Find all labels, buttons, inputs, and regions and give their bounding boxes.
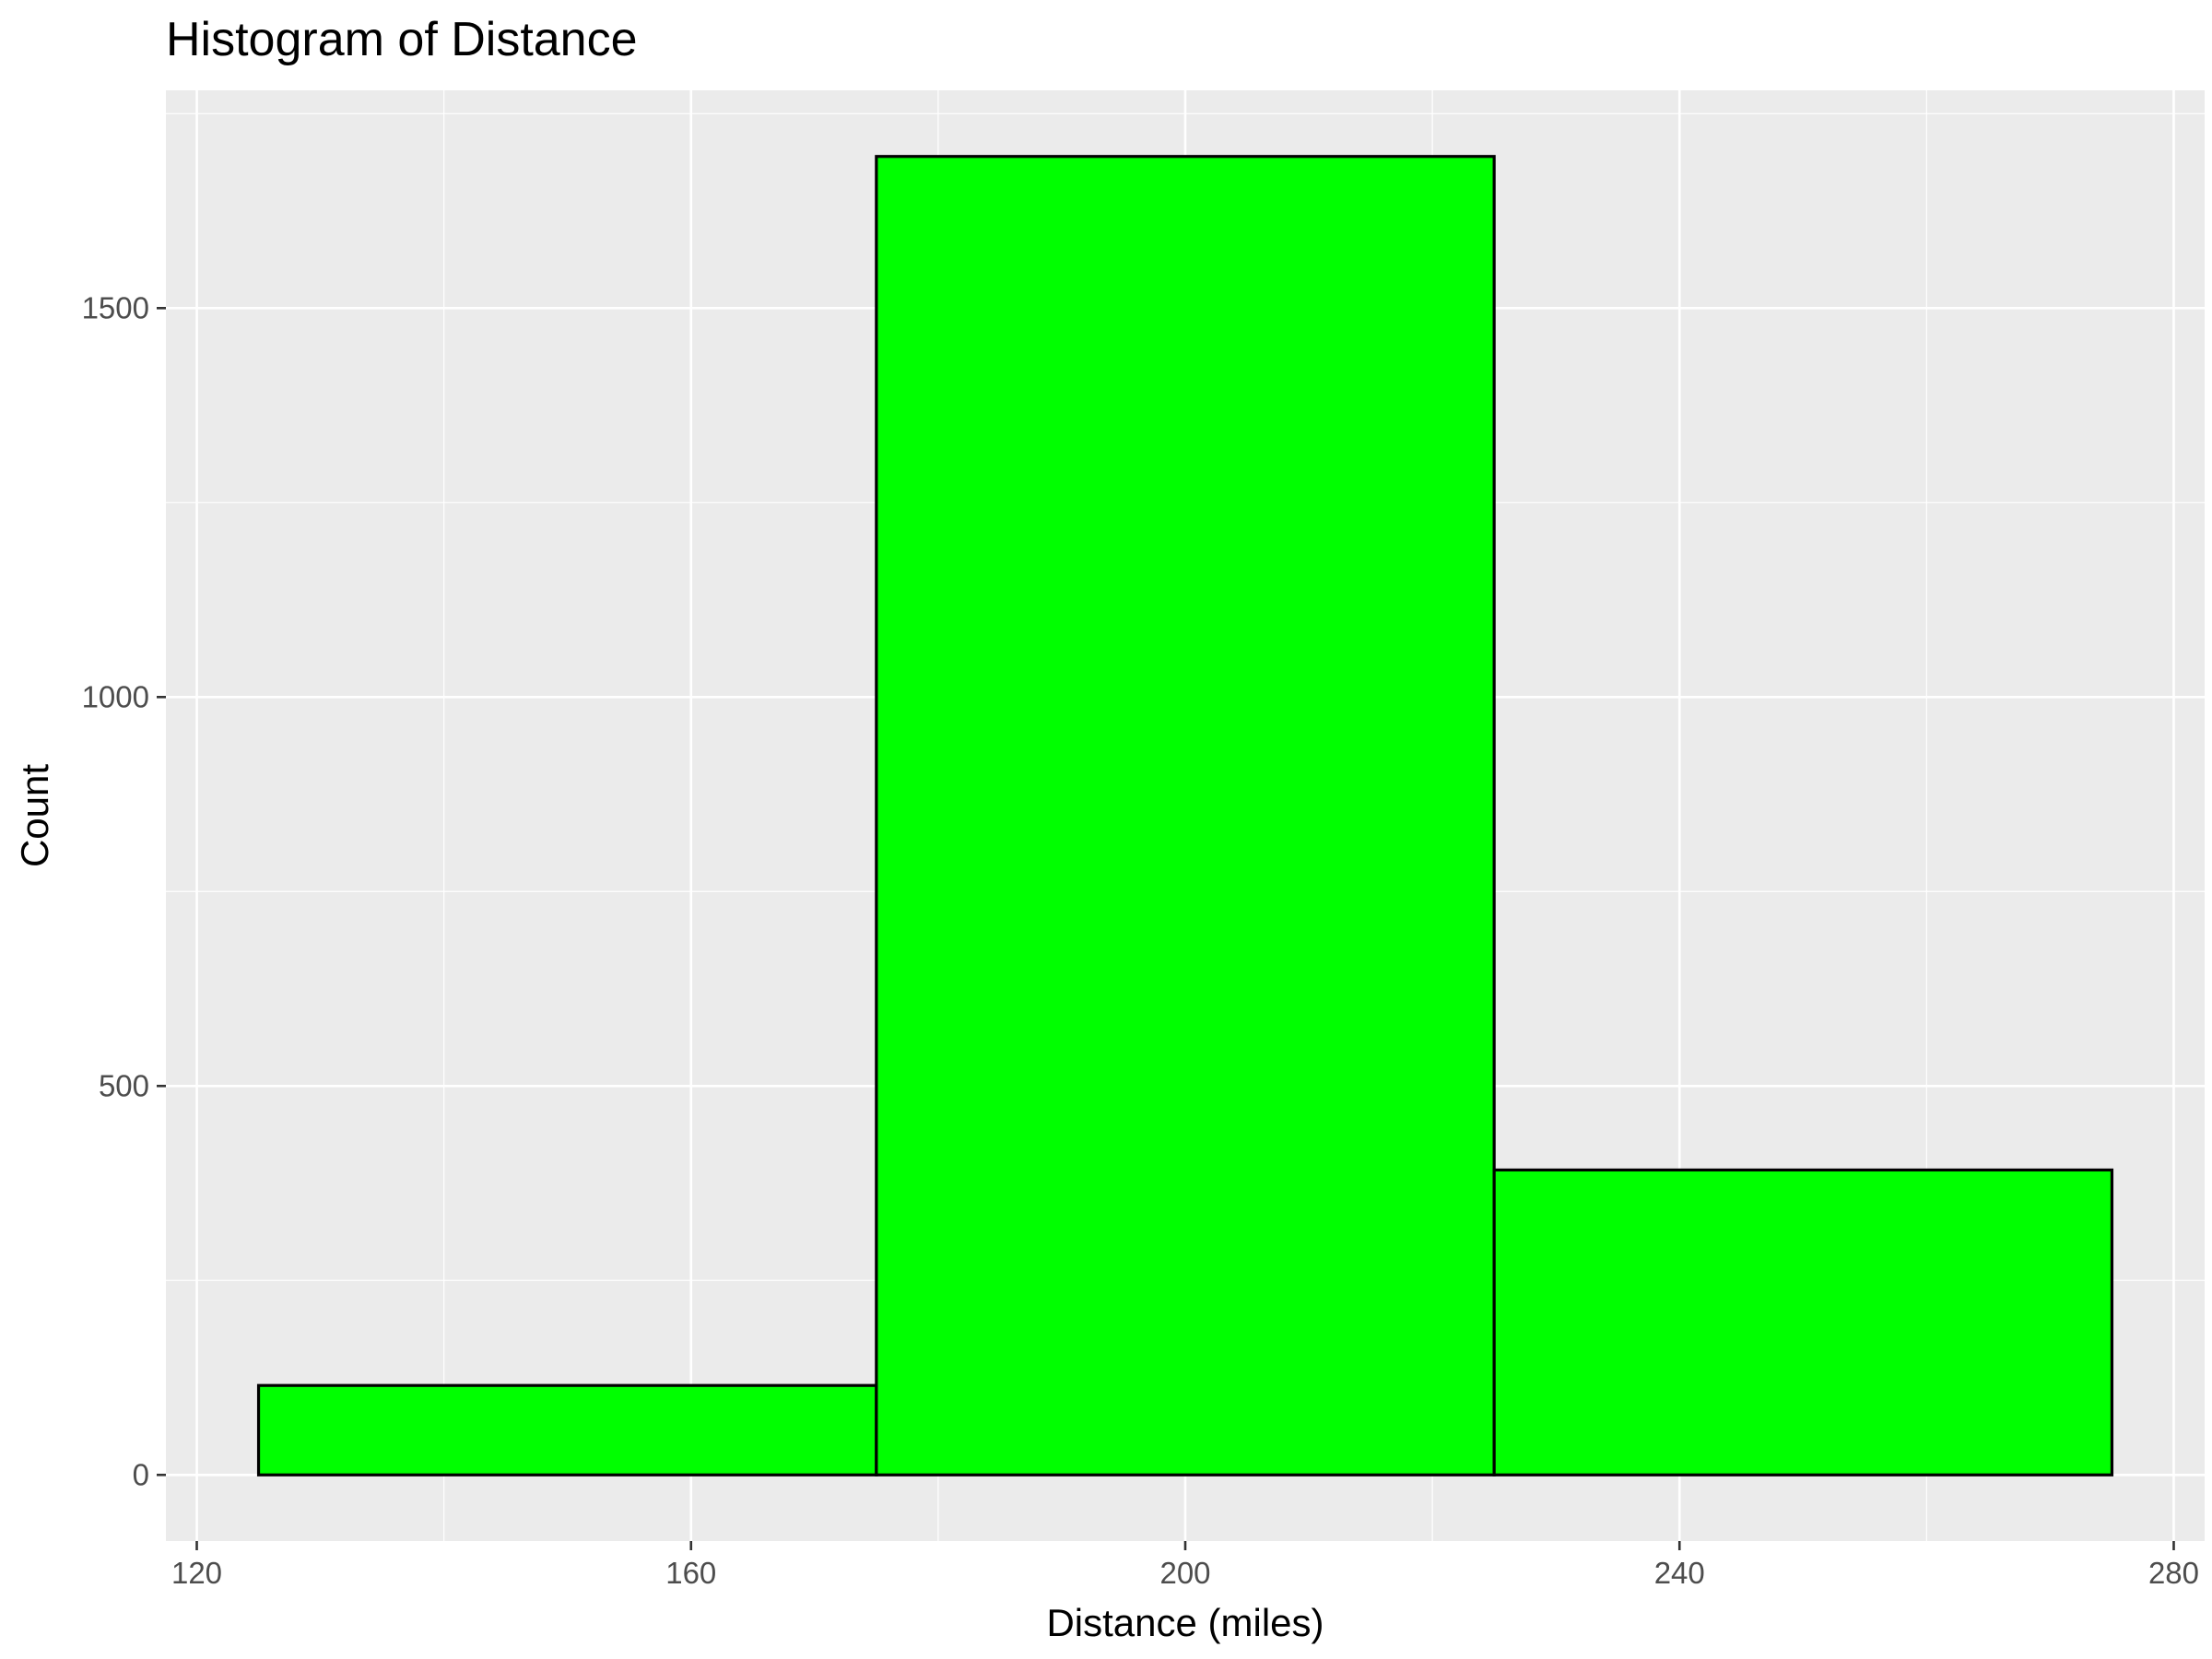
y-tick-label: 500 xyxy=(99,1068,149,1102)
x-tick-label: 120 xyxy=(171,1556,222,1590)
chart-title: Histogram of Distance xyxy=(166,13,638,66)
histogram-bar-1 xyxy=(256,1383,878,1477)
x-tick-label: 240 xyxy=(1654,1556,1705,1590)
histogram-bars xyxy=(256,155,2114,1477)
y-axis-title: Count xyxy=(13,764,56,867)
x-tick-label: 200 xyxy=(1159,1556,1210,1590)
y-tick-label: 1000 xyxy=(82,679,149,713)
y-tick-label: 0 xyxy=(133,1457,149,1491)
y-axis: 0 500 1000 1500 xyxy=(82,290,166,1491)
y-tick-label: 1500 xyxy=(82,290,149,324)
x-tick-label: 160 xyxy=(665,1556,716,1590)
x-axis: 120 160 200 240 280 xyxy=(171,1541,2199,1590)
histogram-bar-3 xyxy=(1492,1168,2114,1477)
x-tick-label: 280 xyxy=(2148,1556,2199,1590)
x-axis-title: Distance (miles) xyxy=(1046,1601,1324,1644)
histogram-bar-2 xyxy=(875,155,1496,1477)
